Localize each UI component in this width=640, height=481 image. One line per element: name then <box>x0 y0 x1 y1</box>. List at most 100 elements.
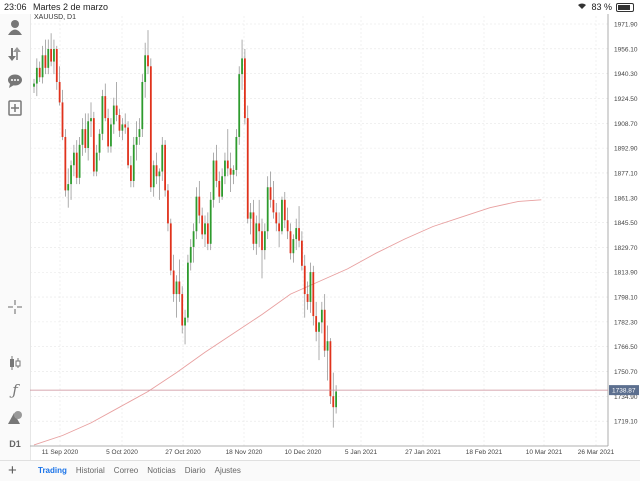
candle-body <box>315 316 318 332</box>
candle-body <box>229 168 232 175</box>
candle-body <box>61 102 64 137</box>
price-tick-label: 1845.50 <box>614 220 638 227</box>
candle-body <box>298 228 300 241</box>
new-order-icon[interactable] <box>4 97 26 119</box>
moving-average-line <box>33 199 542 446</box>
candle-body <box>289 231 292 254</box>
time-tick-label: 10 Dec 2020 <box>285 449 322 456</box>
candle-body <box>161 144 164 172</box>
candle-body <box>329 341 332 397</box>
candle-body <box>318 322 320 332</box>
candle-body <box>124 124 127 128</box>
price-tick-label: 1734.90 <box>614 394 638 401</box>
candle-body <box>266 187 269 232</box>
candle-body <box>263 231 266 251</box>
candle-body <box>241 58 243 75</box>
candle-body <box>275 212 278 224</box>
candle-body <box>92 118 95 172</box>
candle-body <box>110 124 112 147</box>
candle-body <box>81 129 84 145</box>
trade-arrows-icon[interactable] <box>4 43 26 65</box>
candle-body <box>67 184 70 191</box>
candle-body <box>78 144 81 178</box>
time-tick-label: 26 Mar 2021 <box>578 449 615 456</box>
price-tick-label: 1719.10 <box>614 419 638 426</box>
candle-body <box>35 67 38 84</box>
candle-body <box>144 55 147 82</box>
candle-body <box>130 165 132 181</box>
candle-body <box>90 118 92 122</box>
candle-body <box>261 231 263 251</box>
account-icon[interactable] <box>4 16 26 38</box>
candle-body <box>209 199 212 244</box>
price-tick-label: 1877.10 <box>614 170 638 177</box>
candle-body <box>87 121 90 148</box>
candle-body <box>38 67 41 78</box>
candle-body <box>249 212 252 219</box>
candle-body <box>41 55 44 78</box>
timeframe-label[interactable]: D1 <box>9 439 21 449</box>
price-chart[interactable]: 1971.90 1956.10 1940.30 1924.50 1908.70 1892.… <box>30 14 640 460</box>
candle-body <box>138 129 141 137</box>
candle-body <box>75 152 78 178</box>
battery-text: 83 % <box>591 2 612 12</box>
candle-body <box>292 239 295 254</box>
candle-body <box>198 196 201 216</box>
candle-body <box>184 317 186 326</box>
candle-body <box>252 212 255 244</box>
candle-body <box>187 262 189 318</box>
candle-body <box>332 396 335 408</box>
battery-icon <box>616 2 634 12</box>
tab-ajustes[interactable]: Ajustes <box>214 466 241 475</box>
price-tick-label: 1924.50 <box>614 96 638 103</box>
price-tick-label: 1782.30 <box>614 319 638 326</box>
candle-body <box>232 169 235 175</box>
current-price-label: 1738.87 <box>612 388 636 395</box>
candles-icon[interactable] <box>4 352 26 374</box>
objects-icon[interactable] <box>4 406 26 428</box>
candle-body <box>101 96 104 134</box>
plus-icon[interactable]: + <box>8 462 17 479</box>
candle-body <box>269 187 272 200</box>
tab-noticias[interactable]: Noticias <box>147 466 176 475</box>
candle-body <box>167 190 169 224</box>
tab-correo[interactable]: Correo <box>113 466 139 475</box>
candle-body <box>255 223 258 244</box>
candle-body <box>47 48 50 68</box>
candle-body <box>73 152 75 166</box>
time-tick-label: 5 Jan 2021 <box>345 449 378 456</box>
tab-historial[interactable]: Historial <box>75 466 105 475</box>
candle-body <box>226 160 229 169</box>
time-tick-label: 27 Oct 2020 <box>165 449 201 456</box>
price-tick-label: 1766.50 <box>614 344 638 351</box>
left-toolbar: ƒ D1 <box>0 14 31 460</box>
price-tick-label: 1750.70 <box>614 369 638 376</box>
candle-body <box>306 294 309 302</box>
candle-body <box>107 118 109 147</box>
crosshair-icon[interactable] <box>4 296 26 318</box>
candle-body <box>192 231 195 247</box>
candle-body <box>323 309 326 351</box>
candle-body <box>221 176 223 197</box>
price-tick-label: 1829.70 <box>614 245 638 252</box>
candle-body <box>244 58 246 119</box>
candle-body <box>238 74 241 137</box>
time-tick-label: 10 Mar 2021 <box>526 449 563 456</box>
candle-body <box>301 240 303 266</box>
tab-diario[interactable]: Diario <box>184 466 206 475</box>
indicator-icon[interactable]: ƒ <box>12 381 18 399</box>
price-tick-label: 1908.70 <box>614 121 638 128</box>
price-tick-label: 1956.10 <box>614 46 638 53</box>
candle-body <box>112 105 115 125</box>
candle-body <box>127 127 129 166</box>
candle-body <box>98 133 101 153</box>
candle-body <box>158 171 161 177</box>
candle-body <box>246 118 249 219</box>
candle-body <box>189 246 192 263</box>
candle-body <box>172 270 175 295</box>
candle-body <box>175 281 178 295</box>
chat-icon[interactable] <box>4 70 26 92</box>
tab-trading[interactable]: Trading <box>38 466 67 475</box>
candle-body <box>33 83 35 87</box>
status-date: Martes 2 de marzo <box>33 2 109 12</box>
